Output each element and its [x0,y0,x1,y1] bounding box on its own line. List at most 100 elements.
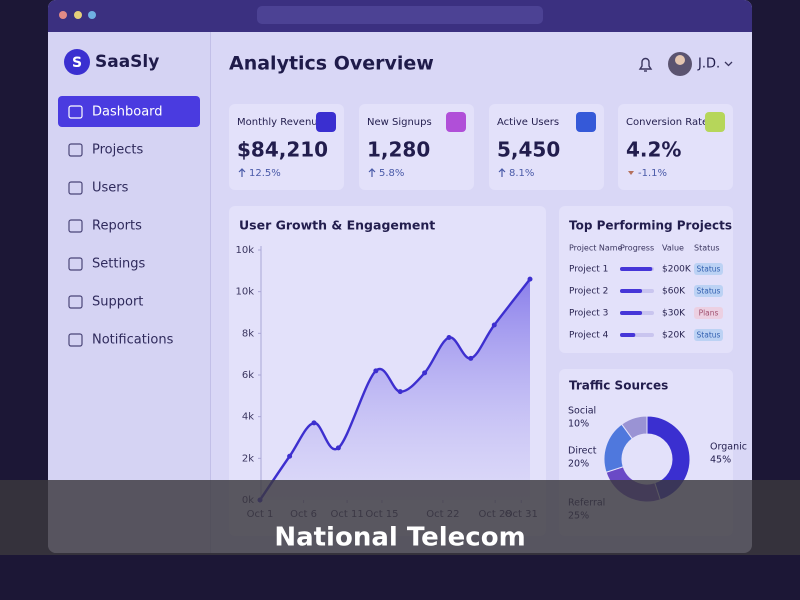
column-header: Value [662,244,684,253]
kpi-row: Monthly Revenue $84,210 12.5% New Signups 1,… [229,104,733,190]
kpi-card [229,104,344,190]
window-dot[interactable] [59,11,67,19]
kpi-card [489,104,604,190]
point[interactable] [287,453,293,459]
chart-title: User Growth & Engagement [239,218,435,233]
nav-item[interactable]: Dashboard [92,105,163,120]
donut-slice[interactable] [621,415,648,440]
kpi-change: 5.8% [379,168,404,179]
project-name[interactable]: Project 4 [569,331,609,341]
chevron[interactable] [724,61,733,67]
project-name[interactable]: Project 1 [569,265,608,275]
point[interactable] [527,276,533,282]
progress-bar [620,333,636,337]
column-header: Status [694,244,720,253]
y-tick-label: 4k [242,412,254,423]
point[interactable] [373,368,379,374]
traffic-title: Traffic Sources [569,379,668,393]
kpi-label: Conversion Rate [626,117,708,128]
slice-label: Organic [710,442,747,453]
kpi-value: 4.2% [626,138,681,162]
user-name[interactable]: J.D. [697,57,720,72]
y-tick-label: 10k [235,287,254,298]
project-value: $20K [662,331,686,341]
kpi-arrow [628,171,634,175]
y-tick-label: 6k [242,370,254,381]
status-pill [694,329,723,341]
status-text: Status [697,331,721,340]
kpi-arrow [498,168,506,177]
progress-bar [620,267,653,271]
kpi-card [618,104,733,190]
kpi-icon [316,112,336,132]
nav-item[interactable]: Reports [92,219,142,234]
status-pill [694,263,723,275]
nav-icon[interactable] [68,333,83,347]
kpi-card [359,104,474,190]
logo-icon[interactable] [64,49,90,75]
logo-glyph: S [72,55,82,71]
y-tick-label: 10k [235,245,254,256]
kpi-value: 1,280 [367,138,430,162]
nav-active[interactable] [58,96,200,127]
project-value: $200K [662,265,692,275]
kpi-change: 12.5% [249,168,281,179]
point[interactable] [397,389,403,395]
project-name[interactable]: Project 2 [569,287,608,297]
point[interactable] [491,322,497,328]
project-name[interactable]: Project 3 [569,309,608,319]
status-pill [694,307,723,319]
nav-item[interactable]: Users [92,181,129,196]
caption-band [0,480,800,555]
avatar-face [675,55,685,65]
kpi-icon [446,112,466,132]
kpi-icon [576,112,596,132]
progress-bar [620,289,643,293]
nav-icon[interactable] [68,219,83,233]
kpi-change: 8.1% [509,168,534,179]
window-dot[interactable] [88,11,96,19]
nav-item[interactable]: Projects [92,143,143,158]
nav-item[interactable]: Notifications [92,333,174,348]
slice-value: 10% [568,419,589,430]
project-value: $30K [662,309,686,319]
brand[interactable]: SaaSly [95,52,159,72]
progress-bar [620,311,643,315]
kpi-arrow [238,168,246,177]
point[interactable] [468,355,474,361]
column-header: Project Name [569,244,623,253]
project-value: $60K [662,287,686,297]
kpi-label: Monthly Revenue [237,117,324,128]
y-tick-label: 8k [242,328,254,339]
point[interactable] [446,335,452,340]
slice-label: Direct [568,446,597,457]
kpi-change: -1.1% [638,168,667,179]
bell-icon[interactable] [638,57,653,72]
kpi-label: New Signups [367,117,432,128]
point[interactable] [335,445,341,451]
nav: Dashboard Projects Users Reports Settings Sup… [58,96,200,348]
nav-icon[interactable] [68,257,83,271]
slice-value: 45% [710,455,731,466]
nav-item[interactable]: Settings [92,257,146,272]
projects-title: Top Performing Projects [569,219,732,233]
nav-icon[interactable] [68,105,83,119]
page-title: Analytics Overview [229,53,434,75]
kpi-value: 5,450 [497,138,560,162]
column-header: Progress [620,244,654,253]
nav-icon[interactable] [68,143,83,157]
status-text: Plans [699,309,719,318]
kpi-icon [705,112,725,132]
kpi-value: $84,210 [237,138,328,162]
point[interactable] [311,420,317,426]
nav-icon[interactable] [68,295,83,309]
point[interactable] [422,370,428,376]
nav-item[interactable]: Support [92,295,143,310]
status-pill [694,285,723,297]
address-bar[interactable] [257,6,543,24]
window-dot[interactable] [74,11,82,19]
nav-icon[interactable] [68,181,83,195]
